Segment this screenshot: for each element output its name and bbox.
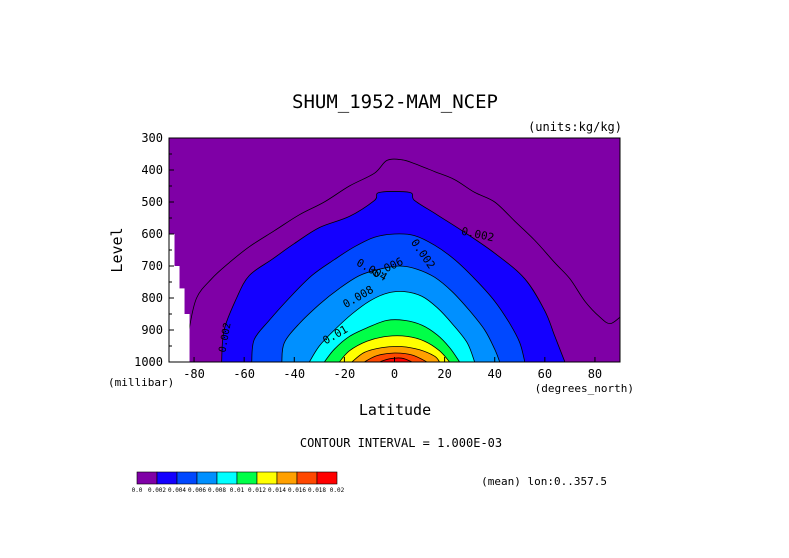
x-tick-label-7: 60 xyxy=(538,367,552,381)
legend-swatch-4 xyxy=(216,471,238,485)
contour-line-3 xyxy=(281,265,501,362)
legend-label-5: 0.01 xyxy=(230,487,245,494)
contour-line-4 xyxy=(308,291,476,362)
x-axis-units: (degrees_north) xyxy=(535,382,634,395)
y-tick-label-2: 500 xyxy=(141,195,163,209)
x-tick-label-8: 80 xyxy=(588,367,602,381)
contour-line-6 xyxy=(339,335,450,362)
contour-interval-label: CONTOUR INTERVAL = 1.000E-03 xyxy=(300,436,502,450)
x-tick-label-2: -40 xyxy=(283,367,305,381)
legend-label-7: 0.014 xyxy=(268,487,286,494)
x-tick-label-0: -80 xyxy=(183,367,205,381)
legend-swatch-2 xyxy=(176,471,198,485)
legend-swatch-6 xyxy=(256,471,278,485)
y-tick-label-0: 300 xyxy=(141,131,163,145)
contour-line-outer xyxy=(183,158,620,362)
x-tick-label-3: -20 xyxy=(334,367,356,381)
legend-swatch-1 xyxy=(156,471,178,485)
legend-label-8: 0.016 xyxy=(288,487,306,494)
y-axis-title: Level xyxy=(108,227,126,272)
y-axis-units: (millibar) xyxy=(108,376,174,389)
x-tick-label-6: 40 xyxy=(487,367,501,381)
x-tick-label-5: 20 xyxy=(437,367,451,381)
missing-data-3 xyxy=(184,314,190,362)
contour-line-2 xyxy=(251,233,526,362)
y-tick-label-4: 700 xyxy=(141,259,163,273)
legend-swatch-5 xyxy=(236,471,258,485)
contour-line-8 xyxy=(364,352,428,362)
x-axis-title: Latitude xyxy=(359,401,431,419)
legend-label-2: 0.004 xyxy=(168,487,186,494)
y-tick-label-7: 1000 xyxy=(134,355,163,369)
y-tick-label-1: 400 xyxy=(141,163,163,177)
legend-swatch-7 xyxy=(276,471,298,485)
legend-label-10: 0.02 xyxy=(330,487,345,494)
mean-label: (mean) lon:0..357.5 xyxy=(481,475,607,488)
legend-label-4: 0.008 xyxy=(208,487,226,494)
legend-label-9: 0.018 xyxy=(308,487,326,494)
legend-swatch-8 xyxy=(296,471,318,485)
x-tick-label-1: -60 xyxy=(233,367,255,381)
y-tick-label-5: 800 xyxy=(141,291,163,305)
contour-label-left: 0.002 xyxy=(218,322,234,354)
contour-line-1 xyxy=(221,191,566,362)
legend-swatch-3 xyxy=(196,471,218,485)
legend-label-1: 0.002 xyxy=(148,487,166,494)
y-tick-label-6: 900 xyxy=(141,323,163,337)
contour-line-7 xyxy=(351,346,440,362)
contour-line-9 xyxy=(379,357,413,362)
y-tick-label-3: 600 xyxy=(141,227,163,241)
legend-label-6: 0.012 xyxy=(248,487,266,494)
missing-data-1 xyxy=(174,266,180,362)
x-tick-label-4: 0 xyxy=(391,367,398,381)
missing-data-2 xyxy=(179,288,185,362)
contour-line-5 xyxy=(323,319,460,362)
axes: -80 -60 -40 -20 0 20 40 60 80 300 400 500 600 700 800 9… xyxy=(134,131,621,381)
units-label: (units:kg/kg) xyxy=(528,120,622,134)
color-legend: 0.0 0.002 0.004 0.006 0.008 0.01 0.012 0.014 0.0… xyxy=(132,471,345,494)
legend-swatch-0 xyxy=(136,471,158,485)
legend-swatch-9 xyxy=(316,471,338,485)
legend-label-3: 0.006 xyxy=(188,487,206,494)
chart-title: SHUM_1952-MAM_NCEP xyxy=(292,91,498,113)
legend-label-0: 0.0 xyxy=(132,487,143,494)
